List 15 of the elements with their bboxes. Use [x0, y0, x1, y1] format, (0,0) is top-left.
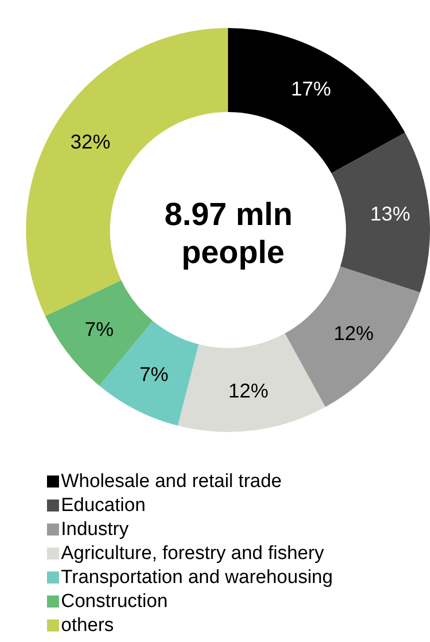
legend-label: Education	[61, 495, 146, 516]
legend-label: Wholesale and retail trade	[61, 471, 282, 492]
legend-label: others	[61, 615, 114, 636]
legend-label: Industry	[61, 519, 130, 540]
legend-label: Transportation and warehousing	[61, 567, 333, 588]
legend-label: Agriculture, forestry and fishery	[61, 543, 324, 564]
legend-label: Construction	[61, 591, 168, 612]
data-label: 32%	[70, 132, 111, 154]
data-label: 17%	[290, 78, 332, 101]
text: 8.97 mln people	[164, 196, 302, 270]
data-label: 7%	[140, 364, 169, 386]
data-label: 13%	[370, 204, 411, 226]
data-label: 12%	[228, 380, 269, 403]
data-label: 12%	[334, 322, 374, 345]
data-label: 7%	[84, 318, 114, 341]
